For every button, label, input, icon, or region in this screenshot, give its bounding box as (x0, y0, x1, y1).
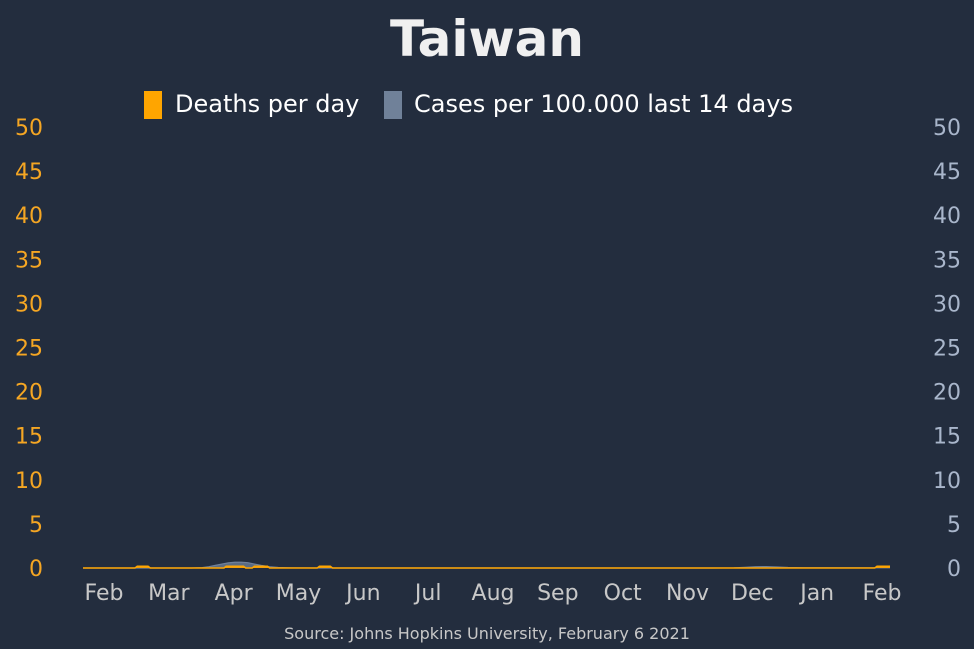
x-tick-label: Sep (537, 581, 578, 606)
source-note: Source: Johns Hopkins University, Februa… (284, 624, 690, 643)
x-tick-label: Feb (85, 581, 124, 606)
x-axis: Feb Mar Apr May Jun Jul Aug Sep Oct Nov Dec Jan Feb (85, 581, 902, 606)
y-right-tick-label: 45 (933, 160, 961, 185)
y-right-tick-label: 30 (933, 292, 961, 317)
y-axis-right: 0 5 10 15 20 25 30 35 40 45 50 (933, 116, 961, 582)
series-line-deaths (83, 565, 890, 569)
y-left-tick-label: 40 (15, 204, 43, 229)
y-right-tick-label: 20 (933, 381, 961, 406)
y-left-tick-label: 5 (29, 513, 43, 538)
y-left-tick-label: 10 (15, 469, 43, 494)
y-axis-left: 0 5 10 15 20 25 30 35 40 45 50 (15, 116, 43, 582)
y-right-tick-label: 40 (933, 204, 961, 229)
x-tick-label: Jan (798, 581, 834, 606)
x-tick-label: Jul (413, 581, 442, 606)
y-left-tick-label: 20 (15, 381, 43, 406)
y-left-tick-label: 45 (15, 160, 43, 185)
legend-label-cases: Cases per 100.000 last 14 days (414, 90, 793, 118)
x-tick-label: Feb (863, 581, 902, 606)
series-area-cases (83, 562, 890, 568)
y-right-tick-label: 50 (933, 116, 961, 141)
legend-swatch-deaths (144, 91, 162, 119)
y-right-tick-label: 25 (933, 337, 961, 362)
y-left-tick-label: 30 (15, 292, 43, 317)
y-left-tick-label: 50 (15, 116, 43, 141)
y-left-tick-label: 15 (15, 425, 43, 450)
chart-title: Taiwan (390, 10, 584, 68)
x-tick-label: Aug (472, 581, 515, 606)
x-tick-label: Dec (731, 581, 774, 606)
x-tick-label: Apr (215, 581, 254, 606)
series-line-cases (83, 561, 891, 569)
x-tick-label: Nov (666, 581, 709, 606)
y-right-tick-label: 10 (933, 469, 961, 494)
legend-swatch-cases (384, 91, 402, 119)
y-right-tick-label: 5 (947, 513, 961, 538)
y-right-tick-label: 0 (947, 557, 961, 582)
legend-label-deaths: Deaths per day (175, 90, 359, 118)
y-left-tick-label: 25 (15, 337, 43, 362)
x-tick-label: May (276, 581, 321, 606)
x-tick-label: Mar (148, 581, 190, 606)
x-tick-label: Oct (604, 581, 642, 606)
y-right-tick-label: 35 (933, 248, 961, 273)
x-tick-label: Jun (344, 581, 380, 606)
y-right-tick-label: 15 (933, 425, 961, 450)
y-left-tick-label: 0 (29, 557, 43, 582)
y-left-tick-label: 35 (15, 248, 43, 273)
plot-area (83, 561, 891, 569)
legend: Deaths per day Cases per 100.000 last 14… (144, 90, 793, 119)
